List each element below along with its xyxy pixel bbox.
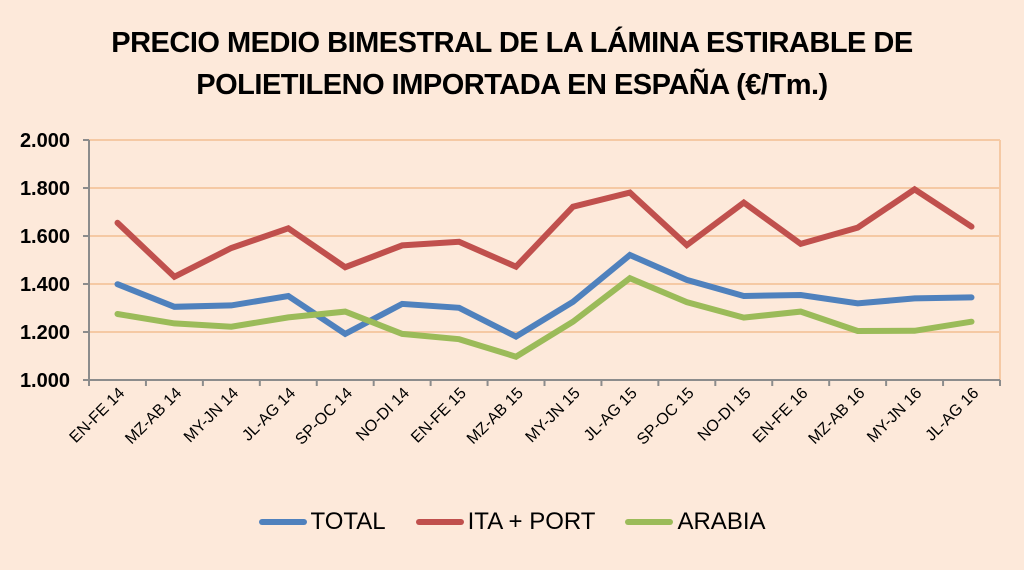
x-tick-label: JL-AG 14: [239, 385, 299, 445]
y-tick-label: 1.200: [20, 322, 70, 344]
legend-label: ITA + PORT: [467, 508, 596, 535]
y-tick-label: 1.800: [20, 178, 70, 200]
chart-title: PRECIO MEDIO BIMESTRAL DE LA LÁMINA ESTI…: [0, 22, 1024, 106]
legend: TOTAL ITA + PORT ARABIA: [0, 508, 1024, 536]
y-tick-label: 1.400: [20, 274, 70, 296]
x-tick-label: MY-JN 16: [864, 385, 925, 446]
legend-label: ARABIA: [677, 508, 766, 535]
x-tick-label: NO-DI 15: [695, 385, 755, 445]
y-tick-label: 2.000: [20, 130, 70, 152]
axes: [83, 139, 1001, 386]
legend-swatch: [258, 519, 307, 525]
y-tick-label: 1.600: [20, 226, 70, 248]
x-tick-label: MZ-AB 15: [464, 385, 527, 448]
x-tick-label: EN-FE 16: [750, 385, 812, 447]
chart-title-line-1: PRECIO MEDIO BIMESTRAL DE LA LÁMINA ESTI…: [111, 27, 913, 59]
x-tick-label: JL-AG 15: [581, 385, 641, 445]
series-line-arabia: [114, 274, 975, 360]
series-line-ita-port: [114, 185, 975, 281]
gridlines: [89, 139, 1001, 380]
chart-title-line-2: POLIETILENO IMPORTADA EN ESPAÑA (€/Tm.): [196, 69, 828, 101]
y-tick-label: 1.000: [20, 370, 70, 392]
x-tick-label: MZ-AB 14: [122, 385, 185, 448]
x-tick-label: MY-JN 14: [181, 385, 242, 446]
x-tick-label: SP-OC 14: [292, 385, 356, 449]
legend-swatch: [415, 519, 464, 525]
x-tick-label: NO-DI 14: [353, 385, 413, 445]
legend-item: TOTAL: [258, 508, 386, 536]
x-tick-label: EN-FE 15: [408, 385, 470, 447]
x-tick-label: MY-JN 15: [523, 385, 584, 446]
legend-item: ARABIA: [625, 508, 766, 536]
legend-item: ITA + PORT: [415, 508, 596, 536]
series-lines: [114, 185, 975, 360]
x-tick-label: SP-OC 15: [634, 385, 698, 449]
legend-label: TOTAL: [310, 508, 386, 535]
series-line-total: [114, 251, 975, 341]
legend-swatch: [625, 519, 674, 525]
x-tick-label: MZ-AB 16: [806, 385, 869, 448]
y-axis-tick-labels: 1.000 1.200 1.400 1.600 1.800 2.000: [20, 130, 70, 392]
x-tick-label: JL-AG 16: [923, 385, 983, 445]
x-tick-label: EN-FE 14: [67, 385, 129, 447]
